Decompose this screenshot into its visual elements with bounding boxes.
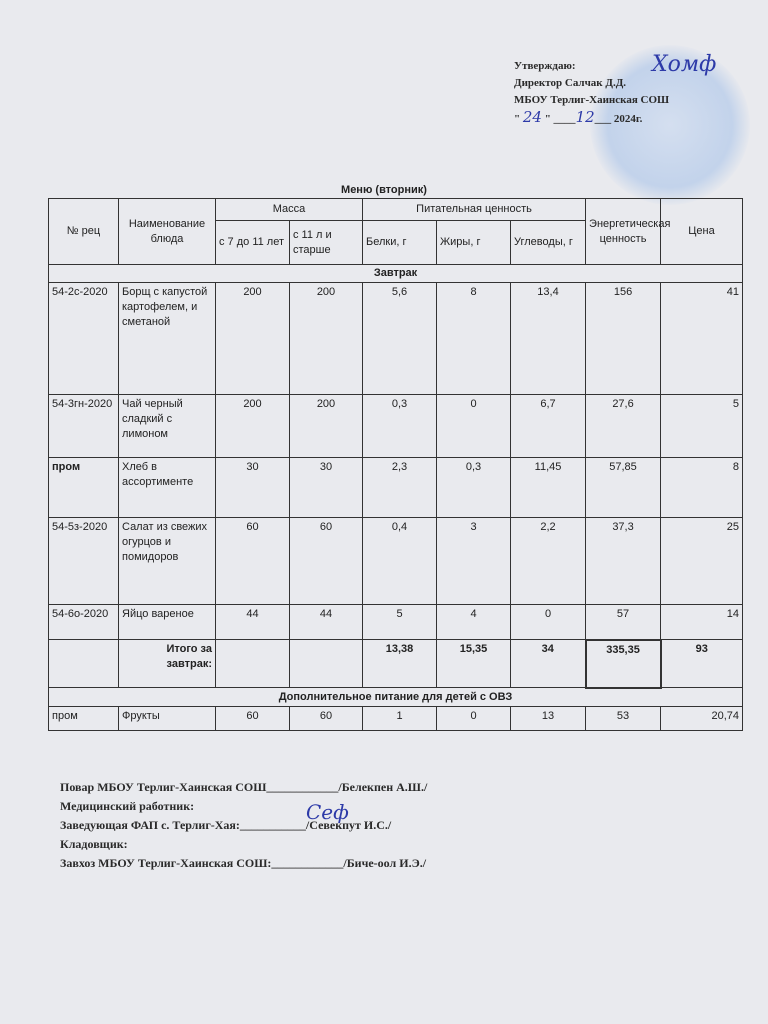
cell-mass-a: 60 — [215, 517, 290, 605]
header-mass-b: с 11 л и старше — [289, 220, 363, 265]
cell-mass-a: 60 — [215, 705, 290, 731]
cell-protein: 1 — [362, 705, 437, 731]
cell-energy: 57,85 — [585, 457, 662, 518]
cell-carbs: 0 — [509, 604, 587, 640]
approval-date: " 24 " ____12___ 2024г. — [514, 108, 643, 126]
cell-price: 20,74 — [660, 705, 744, 731]
cell-rec: пром — [48, 705, 119, 731]
storekeeper-line: Кладовщик: — [60, 837, 128, 851]
cell-protein: 0,4 — [362, 517, 437, 605]
section-breakfast: Завтрак — [47, 264, 744, 283]
fap-signature: Сеф — [306, 800, 349, 824]
cell-fat: 3 — [436, 517, 511, 605]
director-signature: Хомф — [652, 52, 717, 77]
header-mass: Масса — [215, 198, 363, 221]
header-fat: Жиры, г — [436, 220, 511, 265]
cell-fat: 0 — [436, 394, 511, 458]
total-protein: 13,38 — [362, 639, 437, 688]
official-stamp — [590, 45, 750, 205]
cell-mass-b: 30 — [289, 457, 363, 518]
menu-table: № рец Наименование блюда Масса Питательн… — [47, 198, 744, 731]
date-day: 24 — [522, 108, 542, 126]
cell-protein: 2,3 — [362, 457, 437, 518]
cell-energy: 156 — [585, 282, 662, 395]
cell-protein: 0,3 — [362, 394, 437, 458]
table-row: 54-2с-2020 Борщ с капустой картофелем, и … — [48, 282, 744, 395]
header-protein: Белки, г — [362, 220, 437, 265]
cell-mass-b: 60 — [289, 705, 363, 731]
fap-line: Заведующая ФАП с. Терлиг-Хая:___________… — [60, 818, 392, 832]
header-nutrition: Питательная ценность — [361, 198, 587, 221]
table-row: пром Хлеб в ассортименте 30 30 2,3 0,3 11,45 57… — [48, 457, 744, 518]
cell-carbs: 13,4 — [509, 282, 587, 395]
table-row: 54-5з-2020 Салат из свежих огурцов и поми… — [48, 517, 744, 605]
cell-protein: 5,6 — [362, 282, 437, 395]
cell-energy: 57 — [585, 604, 662, 640]
cell-energy: 53 — [585, 705, 662, 731]
approval-school: МБОУ Терлиг-Хаинская СОШ — [514, 94, 670, 106]
total-fat: 15,35 — [436, 639, 511, 688]
table-row: 54-6о-2020 Яйцо вареное 44 44 5 4 0 57 14 — [48, 604, 744, 640]
approval-block: Утверждаю: Директор Салчак Д.Д. МБОУ Тер… — [514, 58, 669, 128]
header-name: Наименование блюда — [118, 198, 216, 265]
header-rec: № рец — [48, 198, 119, 265]
cell-mass-a: 44 — [215, 604, 290, 640]
total-carbs: 34 — [509, 639, 587, 688]
total-label: Итого за завтрак: — [118, 639, 216, 688]
cell-price: 41 — [660, 282, 744, 395]
cell-fat: 0 — [436, 705, 511, 731]
medic-line: Медицинский работник: — [60, 799, 195, 813]
date-year: 2024г. — [613, 113, 643, 125]
approval-director: Директор Салчак Д.Д. — [514, 77, 627, 89]
cell-fat: 4 — [436, 604, 511, 640]
table-row-ovz: пром Фрукты 60 60 1 0 13 53 20,74 — [48, 705, 744, 731]
cell-rec: 54-2с-2020 — [48, 282, 119, 395]
cell-energy: 27,6 — [585, 394, 662, 458]
header-mass-a: с 7 до 11 лет — [215, 220, 290, 265]
total-energy: 335,35 — [584, 638, 662, 689]
cell-name: Яйцо вареное — [118, 604, 216, 640]
approval-heading: Утверждаю: — [514, 60, 576, 72]
cell-name: Борщ с капустой картофелем, и сметаной — [118, 282, 216, 395]
cell-fat: 0,3 — [436, 457, 511, 518]
cell-mass-b: 200 — [289, 282, 363, 395]
cell-mass-b: 200 — [289, 394, 363, 458]
cell-carbs: 2,2 — [509, 517, 587, 605]
zavhoz-line: Завхоз МБОУ Терлиг-Хаинская СОШ:________… — [60, 856, 427, 870]
table-row: 54-3гн-2020 Чай черный сладкий с лимоном 2… — [48, 394, 744, 458]
header-price: Цена — [660, 198, 744, 265]
header-carbs: Углеводы, г — [509, 220, 587, 265]
cell-energy: 37,3 — [585, 517, 662, 605]
cell-carbs: 13 — [509, 705, 587, 731]
cell-rec: 54-3гн-2020 — [48, 394, 119, 458]
header-energy: Энергетическая ценность — [585, 198, 670, 265]
cell-mass-a: 30 — [215, 457, 290, 518]
date-month: 12 — [575, 108, 595, 126]
cell-rec: 54-6о-2020 — [48, 604, 119, 640]
cell-rec: 54-5з-2020 — [48, 517, 119, 605]
section-ovz: Дополнительное питание для детей с ОВЗ — [47, 687, 744, 707]
cell-name: Салат из свежих огурцов и помидоров — [118, 517, 216, 605]
total-price: 93 — [660, 639, 744, 688]
cell-price: 8 — [660, 457, 744, 518]
cook-line: Повар МБОУ Терлиг-Хаинская СОШ__________… — [60, 780, 428, 794]
cell-fat: 8 — [436, 282, 511, 395]
cell-name: Хлеб в ассортименте — [118, 457, 216, 518]
cell-price: 14 — [660, 604, 744, 640]
cell-rec: пром — [48, 457, 119, 518]
cell-name: Чай черный сладкий с лимоном — [118, 394, 216, 458]
cell-carbs: 6,7 — [509, 394, 587, 458]
cell-mass-b: 60 — [289, 517, 363, 605]
cell-protein: 5 — [362, 604, 437, 640]
cell-mass-b: 44 — [289, 604, 363, 640]
cell-mass-a: 200 — [215, 282, 290, 395]
cell-price: 5 — [660, 394, 744, 458]
cell-price: 25 — [660, 517, 744, 605]
cell-name: Фрукты — [118, 705, 216, 731]
cell-mass-a: 200 — [215, 394, 290, 458]
page-title: Меню (вторник) — [341, 184, 427, 196]
cell-carbs: 11,45 — [509, 457, 587, 518]
signatures-block: Повар МБОУ Терлиг-Хаинская СОШ__________… — [60, 778, 427, 873]
